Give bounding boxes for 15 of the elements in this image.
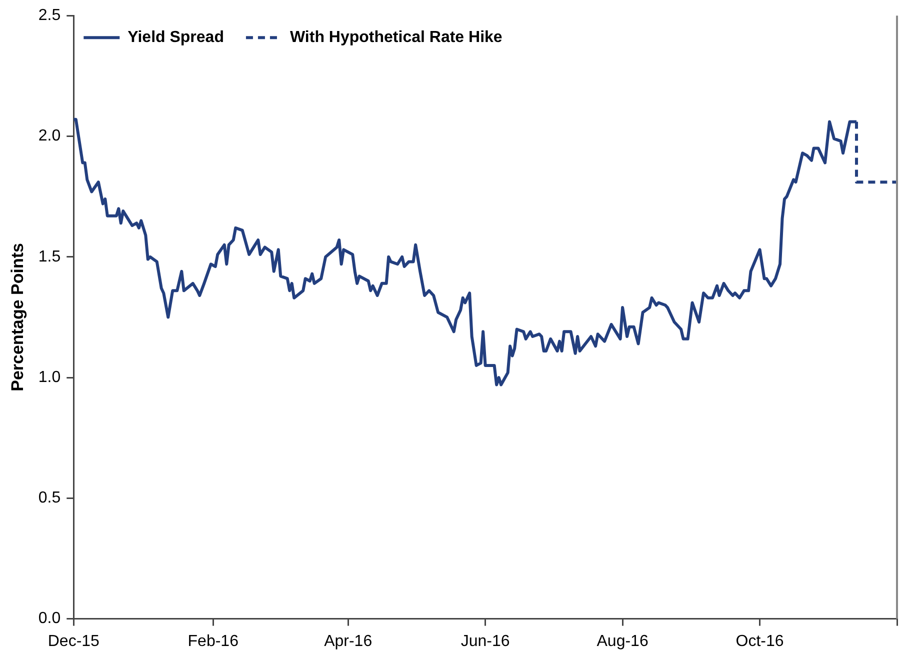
y-tick-label: 1.0	[38, 368, 61, 386]
legend-label: Yield Spread	[128, 29, 224, 46]
y-tick-label: 1.5	[38, 248, 61, 266]
y-tick-label: 0.0	[38, 610, 61, 628]
legend-label: With Hypothetical Rate Hike	[290, 29, 502, 46]
x-tick-label: Jun-16	[460, 632, 510, 650]
x-tick-label: Aug-16	[596, 632, 648, 650]
x-tick-label: Feb-16	[188, 632, 239, 650]
x-tick-label: Dec-15	[48, 632, 100, 650]
y-tick-label: 2.5	[38, 7, 61, 24]
y-tick-label: 2.0	[38, 128, 61, 145]
x-tick-label: Apr-16	[324, 632, 372, 650]
y-axis-title: Percentage Points	[8, 243, 27, 392]
y-tick-label: 0.5	[38, 490, 61, 507]
x-tick-label: Oct-16	[736, 632, 784, 650]
